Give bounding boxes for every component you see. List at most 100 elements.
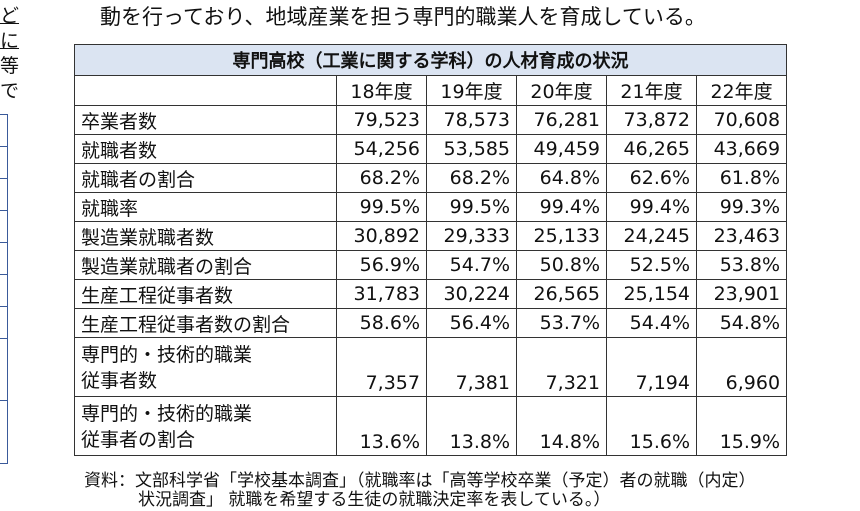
row-label-line: 就職者の割合 xyxy=(81,168,196,191)
table-cell: 50.8% xyxy=(516,250,607,280)
table-row: 製造業就職者の割合 56.9% 54.7% 50.8% 52.5% 53.8% xyxy=(74,250,788,280)
table-row: 卒業者数 79,523 78,573 76,281 73,872 70,608 xyxy=(74,105,788,135)
year-header: 19年度 xyxy=(426,75,517,106)
table-cell: 53.7% xyxy=(516,308,607,338)
row-label: 就職者数 xyxy=(74,134,337,164)
row-label: 製造業就職者の割合 xyxy=(74,250,337,280)
table-cell: 99.5% xyxy=(336,192,427,222)
table-cell: 73,872 xyxy=(606,105,697,135)
table-cell: 23,901 xyxy=(695,279,788,309)
table-row: 就職者数 54,256 53,585 49,459 46,265 43,669 xyxy=(74,134,788,164)
left-fragment-line: 等で xyxy=(0,55,20,102)
table-row: 製造業就職者数 30,892 29,333 25,133 24,245 23,463 xyxy=(74,221,788,251)
table-cell: 99.3% xyxy=(695,192,788,222)
row-label-line: 就職者数 xyxy=(81,139,158,162)
header-corner-cell xyxy=(74,75,337,106)
table-cell: 54.8% xyxy=(695,308,788,338)
row-label: 卒業者数 xyxy=(74,105,337,135)
year-header: 20年度 xyxy=(516,75,607,106)
year-header-row: 18年度 19年度 20年度 21年度 22年度 xyxy=(74,75,788,106)
table-cell: 6,960 xyxy=(695,337,788,397)
table-cell: 26,565 xyxy=(516,279,607,309)
source-note-continued: 状況調査」 就職を希望する生徒の就職決定率を表している。） xyxy=(138,490,611,510)
row-label: 就職率 xyxy=(74,192,337,222)
table-cell: 64.8% xyxy=(516,163,607,193)
row-label-line: 就職率 xyxy=(81,197,139,220)
table-cell: 13.8% xyxy=(426,396,517,456)
row-label-line: 従事者数 xyxy=(81,370,158,392)
table-cell: 7,321 xyxy=(516,337,607,397)
left-table-rule xyxy=(0,178,8,179)
row-label: 生産工程従事者数の割合 xyxy=(74,308,337,338)
table-cell: 52.5% xyxy=(606,250,697,280)
left-table-rule xyxy=(0,274,8,275)
row-label: 専門的・技術的職業 従事者数 xyxy=(74,337,337,397)
year-header: 22年度 xyxy=(695,75,788,106)
left-table-rule xyxy=(0,400,8,401)
table-cell: 53,585 xyxy=(426,134,517,164)
table-cell: 70,608 xyxy=(695,105,788,135)
table-cell: 68.2% xyxy=(336,163,427,193)
table-cell: 15.9% xyxy=(695,396,788,456)
left-table-rule xyxy=(0,114,8,115)
table-cell: 61.8% xyxy=(695,163,788,193)
row-label: 製造業就職者数 xyxy=(74,221,337,251)
table-title: 専門高校（工業に関する学科）の人材育成の状況 xyxy=(73,44,788,76)
table-cell: 99.4% xyxy=(516,192,607,222)
table-cell: 54.4% xyxy=(606,308,697,338)
table-cell: 49,459 xyxy=(516,134,607,164)
table-cell: 79,523 xyxy=(336,105,427,135)
left-table-border xyxy=(7,114,8,464)
table-cell: 54.7% xyxy=(426,250,517,280)
table-cell: 15.6% xyxy=(606,396,697,456)
left-table-rule xyxy=(0,463,8,464)
table-cell: 7,357 xyxy=(336,337,427,397)
table-cell: 53.8% xyxy=(695,250,788,280)
table-cell: 99.4% xyxy=(606,192,697,222)
table-cell: 29,333 xyxy=(426,221,517,251)
table-cell: 76,281 xyxy=(516,105,607,135)
table-cell: 24,245 xyxy=(606,221,697,251)
row-label: 就職者の割合 xyxy=(74,163,337,193)
row-label: 生産工程従事者数 xyxy=(74,279,337,309)
left-column-fragment: どに 等で xyxy=(0,4,30,104)
row-label-line: 卒業者数 xyxy=(81,110,158,133)
table-cell: 30,224 xyxy=(426,279,517,309)
table-cell: 7,194 xyxy=(606,337,697,397)
row-label-line: 生産工程従事者数 xyxy=(81,284,234,307)
row-label-line: 製造業就職者数 xyxy=(81,226,215,249)
table-row: 生産工程従事者数 31,783 30,224 26,565 25,154 23,901 xyxy=(74,279,788,309)
row-label-line: 専門的・技術的職業 xyxy=(81,344,253,366)
table-row: 専門的・技術的職業 従事者数 7,357 7,381 7,321 7,194 6,960 xyxy=(74,337,788,397)
row-label-line: 生産工程従事者数の割合 xyxy=(81,313,291,336)
table-cell: 78,573 xyxy=(426,105,517,135)
table-cell: 14.8% xyxy=(516,396,607,456)
source-note: 資料：文部科学省「学校基本調査」（就職率は「高等学校卒業（予定）者の就職（内定） xyxy=(84,471,756,491)
intro-text: 動を行っており、地域産業を担う専門的職業人を育成している。 xyxy=(100,5,706,29)
row-label-line: 従事者の割合 xyxy=(81,429,196,451)
year-header: 18年度 xyxy=(336,75,427,106)
table-cell: 23,463 xyxy=(695,221,788,251)
table-cell: 46,265 xyxy=(606,134,697,164)
table-cell: 56.4% xyxy=(426,308,517,338)
row-label-line: 専門的・技術的職業 xyxy=(81,403,253,425)
table-cell: 31,783 xyxy=(336,279,427,309)
table-cell: 62.6% xyxy=(606,163,697,193)
table-cell: 13.6% xyxy=(336,396,427,456)
table-cell: 68.2% xyxy=(426,163,517,193)
row-label-line: 製造業就職者の割合 xyxy=(81,255,253,278)
training-status-table: 専門高校（工業に関する学科）の人材育成の状況 18年度 19年度 20年度 21年度 2… xyxy=(73,44,788,456)
year-header: 21年度 xyxy=(606,75,697,106)
left-fragment-line: どに xyxy=(0,5,20,52)
table-cell: 30,892 xyxy=(336,221,427,251)
table-row: 生産工程従事者数の割合 58.6% 56.4% 53.7% 54.4% 54.8% xyxy=(74,308,788,338)
table-cell: 56.9% xyxy=(336,250,427,280)
left-table-rule xyxy=(0,146,8,147)
table-row: 専門的・技術的職業 従事者の割合 13.6% 13.8% 14.8% 15.6% 15.9% xyxy=(74,396,788,456)
left-table-rule xyxy=(0,242,8,243)
table-body: 卒業者数 79,523 78,573 76,281 73,872 70,608 就職者数 54… xyxy=(74,105,788,456)
left-table-rule xyxy=(0,338,8,339)
table-row: 就職者の割合 68.2% 68.2% 64.8% 62.6% 61.8% xyxy=(74,163,788,193)
table-cell: 25,133 xyxy=(516,221,607,251)
left-table-rule xyxy=(0,210,8,211)
